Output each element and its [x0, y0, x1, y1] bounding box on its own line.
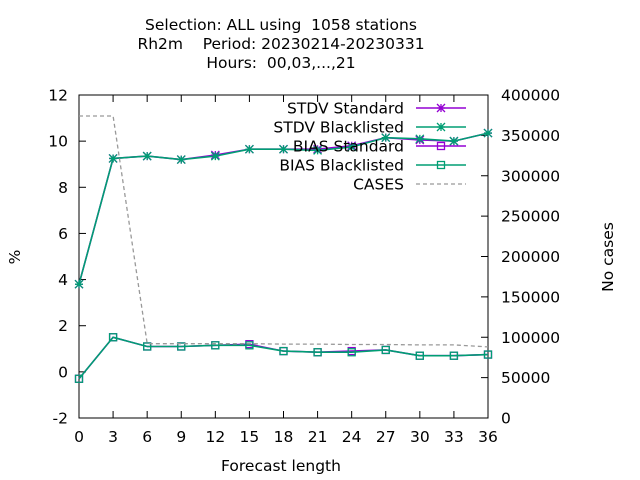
x-tick-label: 30	[410, 428, 430, 446]
data-point	[245, 341, 254, 350]
data-point	[211, 341, 220, 350]
data-point	[142, 151, 152, 161]
y-tick-label: 12	[48, 87, 68, 105]
x-tick-label: 18	[274, 428, 294, 446]
data-point	[74, 279, 84, 289]
y2-tick-label: 300000	[501, 167, 560, 185]
x-tick-label: 6	[142, 428, 152, 446]
y2-tick-label: 100000	[501, 329, 560, 347]
y-tick-label: -2	[53, 410, 68, 428]
y2-axis-label: No cases	[599, 222, 617, 292]
data-point	[483, 350, 493, 359]
series-line	[79, 115, 489, 348]
x-tick-label: 21	[308, 428, 328, 446]
data-point	[313, 145, 323, 155]
y2-tick-label: 400000	[501, 87, 560, 105]
y-tick-label: 10	[48, 133, 68, 151]
data-point	[74, 374, 84, 383]
y2-tick-label: 200000	[501, 248, 560, 266]
y-tick-label: 6	[58, 225, 68, 243]
data-point	[108, 153, 118, 163]
legend-label: STDV Standard	[287, 100, 404, 118]
x-tick-label: 36	[478, 428, 498, 446]
series-line	[78, 336, 489, 380]
data-point	[436, 103, 446, 113]
axes: 0 3 6 9 12 15 18 21 24 27 30 33 36-20246810120500001…	[48, 87, 560, 447]
title-line: Selection: ALL using 1058 stations	[145, 16, 417, 34]
data-point	[449, 136, 459, 146]
title-line: Rh2m Period: 20230214-20230331	[137, 35, 425, 53]
y2-tick-label: 0	[501, 410, 511, 428]
data-point	[176, 155, 186, 165]
y-axis-label: %	[6, 250, 24, 265]
data-point	[279, 346, 288, 356]
data-point	[210, 151, 220, 161]
data-point	[177, 342, 186, 351]
legend-label: BIAS Blacklisted	[279, 157, 404, 175]
data-point	[436, 141, 446, 151]
legend-label: STDV Blacklisted	[273, 119, 404, 137]
data-point	[415, 351, 424, 360]
data-point	[483, 128, 493, 138]
x-tick-label: 24	[342, 428, 362, 446]
y-tick-label: 8	[58, 179, 68, 197]
y2-tick-label: 350000	[501, 127, 560, 145]
data-point	[381, 133, 391, 143]
data-point	[279, 144, 288, 154]
y-tick-label: 2	[58, 317, 68, 335]
chart-marks	[74, 115, 493, 383]
data-point	[313, 348, 322, 357]
y2-tick-label: 50000	[501, 369, 550, 387]
data-point	[381, 345, 390, 355]
chart-title: Selection: ALL using 1058 stations Rh2m …	[0, 16, 562, 73]
plot-frame	[78, 94, 489, 419]
legend-label: BIAS Standard	[293, 138, 404, 156]
x-tick-label: 12	[205, 428, 225, 446]
x-axis-label: Forecast length	[221, 457, 341, 475]
data-point	[436, 160, 446, 170]
x-tick-label: 9	[176, 428, 186, 446]
y2-tick-label: 150000	[501, 288, 560, 306]
data-point	[244, 144, 254, 154]
title-line: Hours: 00,03,...,21	[206, 54, 356, 72]
x-tick-label: 0	[74, 428, 84, 446]
y2-tick-label: 250000	[501, 208, 560, 226]
data-point	[143, 342, 152, 351]
data-point	[449, 351, 459, 360]
x-tick-label: 33	[444, 428, 464, 446]
data-point	[347, 348, 356, 357]
data-point	[415, 134, 425, 144]
legend-label: CASES	[353, 176, 404, 194]
data-point	[436, 122, 446, 132]
y-tick-label: 4	[58, 271, 68, 289]
data-point	[347, 142, 357, 152]
y-tick-label: 0	[58, 363, 68, 381]
x-tick-label: 3	[108, 428, 118, 446]
x-tick-label: 15	[240, 428, 260, 446]
x-tick-label: 27	[376, 428, 396, 446]
data-point	[108, 333, 118, 342]
